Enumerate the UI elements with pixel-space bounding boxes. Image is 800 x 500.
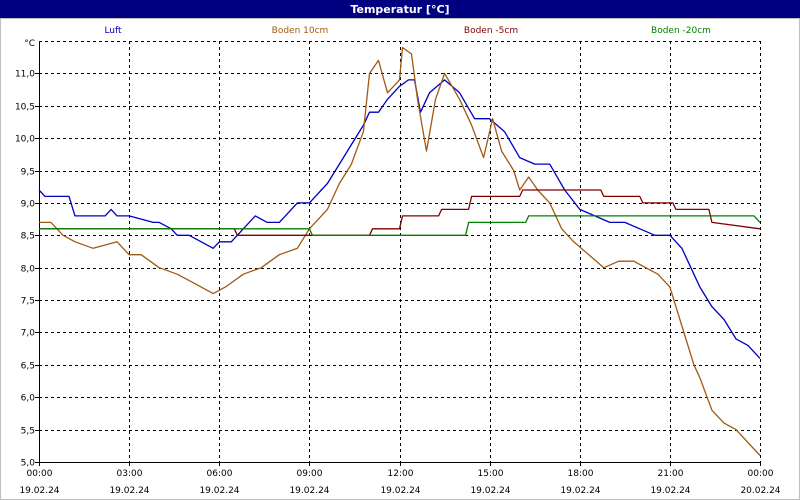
series-line-3 [39,215,761,236]
x-tick-date: 20.02.24 [740,486,780,496]
legend-item-2: Boden -5cm [464,26,518,36]
series-line-1 [39,46,761,456]
x-tick-date: 19.02.24 [650,486,690,496]
y-tick-label: 7,5 [21,297,35,307]
y-tick-label: 9,0 [21,200,36,210]
x-tick-date: 19.02.24 [380,486,420,496]
x-tick-time: 18:00 [568,469,594,479]
x-tick-time: 09:00 [297,469,323,479]
series-lines [38,46,761,456]
y-tick-label: 8,5 [21,232,35,242]
chart-title-bar: Temperatur [°C] [0,0,800,18]
x-tick-date: 19.02.24 [470,486,510,496]
series-line-0 [38,79,761,359]
x-tick-date: 19.02.24 [109,486,149,496]
x-tick-time: 21:00 [658,469,684,479]
x-tick-time: 00:00 [27,469,53,479]
y-tick-label: 8,0 [21,265,36,275]
x-tick-time: 03:00 [117,469,143,479]
x-tick-time: 15:00 [478,469,504,479]
x-tick-date: 19.02.24 [560,486,600,496]
y-axis-label: °C [24,39,35,49]
y-tick-label: 10,0 [15,135,35,145]
y-tick-label: 10,5 [15,103,35,113]
legend-item-3: Boden -20cm [651,26,711,36]
x-tick-time: 06:00 [207,469,233,479]
x-tick-date: 19.02.24 [289,486,329,496]
x-tick-date: 19.02.24 [199,486,239,496]
legend: Luft Boden 10cm Boden -5cm Boden -20cm [104,26,711,36]
y-tick-label: 6,0 [21,394,36,404]
axes [35,41,761,466]
y-tick-label: 7,0 [21,329,36,339]
y-tick-label: 11,0 [15,70,35,80]
legend-item-0: Luft [104,26,122,36]
series-line-2 [39,189,761,236]
tick-labels: 5,0 5,5 6,0 6,5 7,0 7,5 8,0 8,5 9,0 9,5 10,0 10,5 11… [15,39,781,496]
y-tick-label: 6,5 [21,362,35,372]
x-tick-date: 19.02.24 [19,486,59,496]
y-tick-label: 9,5 [21,168,35,178]
grid-lines [39,41,761,463]
y-tick-label: 5,0 [21,459,36,469]
chart-title: Temperatur [°C] [350,2,450,16]
x-tick-time: 12:00 [388,469,414,479]
y-tick-label: 5,5 [21,427,35,437]
x-tick-time: 00:00 [748,469,774,479]
legend-item-1: Boden 10cm [272,26,329,36]
